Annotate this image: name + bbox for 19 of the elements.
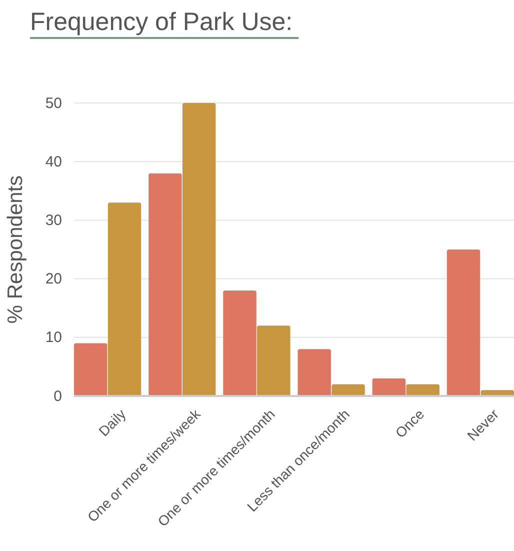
bar bbox=[298, 349, 331, 396]
y-tick-label: 10 bbox=[45, 329, 62, 346]
y-tick-label: 50 bbox=[45, 94, 62, 112]
y-tick-label: 0 bbox=[54, 388, 62, 405]
bar bbox=[332, 384, 365, 396]
bar bbox=[406, 384, 440, 396]
y-tick-label: 20 bbox=[45, 270, 62, 288]
bar bbox=[372, 378, 406, 396]
bar bbox=[74, 343, 108, 396]
bar bbox=[182, 103, 216, 396]
y-tick-label: 30 bbox=[45, 212, 62, 229]
bar bbox=[148, 173, 182, 396]
bar bbox=[108, 202, 142, 396]
y-tick-label: 40 bbox=[45, 153, 62, 170]
y-axis-title: % Respondents bbox=[4, 175, 27, 324]
bar bbox=[223, 290, 256, 396]
bar bbox=[257, 326, 290, 396]
bar bbox=[446, 250, 480, 396]
chart-title: Frequency of Park Use: bbox=[30, 8, 293, 36]
